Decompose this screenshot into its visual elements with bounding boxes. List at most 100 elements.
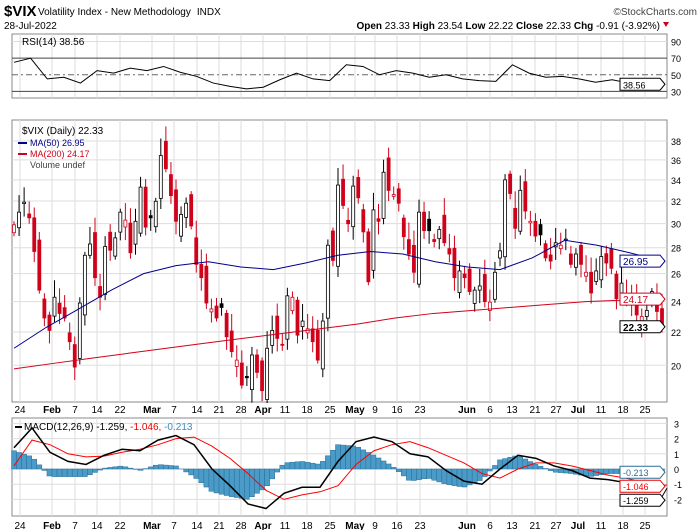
- candle-body: [518, 189, 523, 232]
- x-tick-label: 21: [213, 405, 225, 416]
- macd-histogram-bar: [613, 468, 620, 474]
- macd-histogram-bar: [279, 464, 286, 470]
- candle-body: [396, 188, 401, 204]
- candle-body: [493, 271, 497, 300]
- candle-body: [614, 273, 619, 300]
- candle-body: [320, 320, 325, 370]
- candle-body: [88, 243, 92, 256]
- candle-body: [77, 302, 82, 359]
- candle-body: [579, 244, 583, 265]
- macd-histogram-bar: [61, 468, 68, 477]
- price-tick-label: 22: [671, 328, 681, 338]
- x-tick-label: May: [345, 405, 365, 416]
- candle-body: [295, 299, 300, 336]
- x-tick-label: Apr: [254, 405, 271, 416]
- x-tick-label: 22: [114, 521, 126, 530]
- x-tick-label: 28: [235, 405, 247, 416]
- x-tick-label: 18: [617, 521, 629, 530]
- candle-body: [128, 222, 133, 254]
- macd-histogram-bar: [558, 468, 564, 473]
- x-tick-label: 28: [235, 521, 247, 530]
- candle-body: [148, 215, 153, 219]
- x-tick-label: 16: [391, 405, 403, 416]
- candle-body: [538, 224, 543, 236]
- macd-histogram-bar: [188, 468, 194, 476]
- candle-body: [457, 270, 462, 293]
- macd-histogram-bar: [426, 468, 432, 479]
- macd-histogram-bar: [304, 462, 311, 470]
- macd-signal-line: [13, 436, 663, 500]
- x-tick-label: Apr: [254, 521, 271, 530]
- macd-histogram-bar: [552, 468, 559, 473]
- candle-body: [72, 344, 77, 368]
- macd-macd-last-label: -1.259: [623, 496, 649, 506]
- macd-histogram-bar: [274, 468, 280, 473]
- macd-histogram-bar: [228, 468, 235, 497]
- macd-histogram-bar: [163, 464, 169, 470]
- candle-body: [244, 376, 249, 379]
- macd-histogram-bar: [385, 463, 392, 470]
- x-tick-label: 14: [91, 405, 103, 416]
- macd-histogram-bar: [117, 465, 124, 470]
- macd-histogram-bar: [299, 461, 306, 470]
- candle-body: [27, 213, 32, 219]
- ma200-last-label: 24.17: [623, 295, 648, 306]
- candle-body: [250, 354, 254, 391]
- x-tick-label: 18: [617, 405, 629, 416]
- candle-body: [644, 310, 649, 317]
- macd-histogram-bar: [21, 453, 27, 470]
- macd-signal-last-label: -1.046: [623, 482, 649, 492]
- macd-histogram-bar: [335, 444, 341, 470]
- rsi-line: [13, 57, 663, 90]
- candle-body: [17, 211, 21, 229]
- candle-body: [452, 247, 457, 279]
- macd-histogram-bar: [254, 468, 260, 494]
- x-tick-label: 27: [550, 521, 562, 530]
- candle-body: [98, 286, 102, 298]
- macd-tick-label: 2: [674, 435, 679, 445]
- candle-body: [417, 211, 421, 285]
- x-tick-label: 14: [191, 405, 203, 416]
- candle-body: [260, 360, 264, 392]
- macd-histogram-bar: [269, 468, 275, 480]
- candle-body: [204, 265, 209, 304]
- macd-histogram-bar: [380, 460, 387, 470]
- candle-body: [199, 263, 204, 279]
- macd-tick-label: 1: [674, 450, 679, 460]
- price-tick-label: 26: [671, 270, 681, 280]
- candle-body: [315, 329, 320, 361]
- macd-histogram-bar: [193, 468, 199, 479]
- candle-body: [270, 330, 275, 346]
- candle-body: [37, 239, 42, 291]
- macd-histogram-bar: [482, 468, 488, 477]
- ma200-line: [13, 298, 663, 370]
- close-last-box: [619, 320, 666, 334]
- macd-histogram-bar: [401, 468, 407, 477]
- candle-body: [619, 282, 624, 294]
- price-tick-label: 24: [671, 298, 681, 308]
- macd-histogram-bar: [603, 468, 610, 475]
- x-tick-label: 18: [301, 405, 313, 416]
- candle-body: [498, 250, 502, 259]
- pane-border: [11, 33, 668, 99]
- macd-histogram-bar: [320, 461, 326, 470]
- candle-body: [184, 202, 189, 218]
- candle-body: [422, 211, 426, 232]
- candle-body: [300, 320, 305, 327]
- rsi-tick-label: 50: [671, 71, 681, 81]
- candle-body: [412, 244, 416, 273]
- candle-body: [503, 179, 507, 258]
- x-tick-label: Feb: [43, 521, 61, 530]
- x-tick-label: Jun: [458, 405, 476, 416]
- macd-histogram-bar: [203, 468, 210, 488]
- rsi-tick-label: 90: [671, 38, 681, 48]
- macd-histogram-bar: [249, 468, 255, 497]
- x-tick-label: 21: [529, 405, 541, 416]
- rsi-tick-label: 30: [671, 87, 681, 97]
- candle-body: [558, 244, 563, 250]
- candle-body: [169, 174, 173, 197]
- candle-body: [143, 186, 148, 228]
- macd-histogram-bar: [112, 466, 118, 470]
- candle-body: [432, 239, 437, 242]
